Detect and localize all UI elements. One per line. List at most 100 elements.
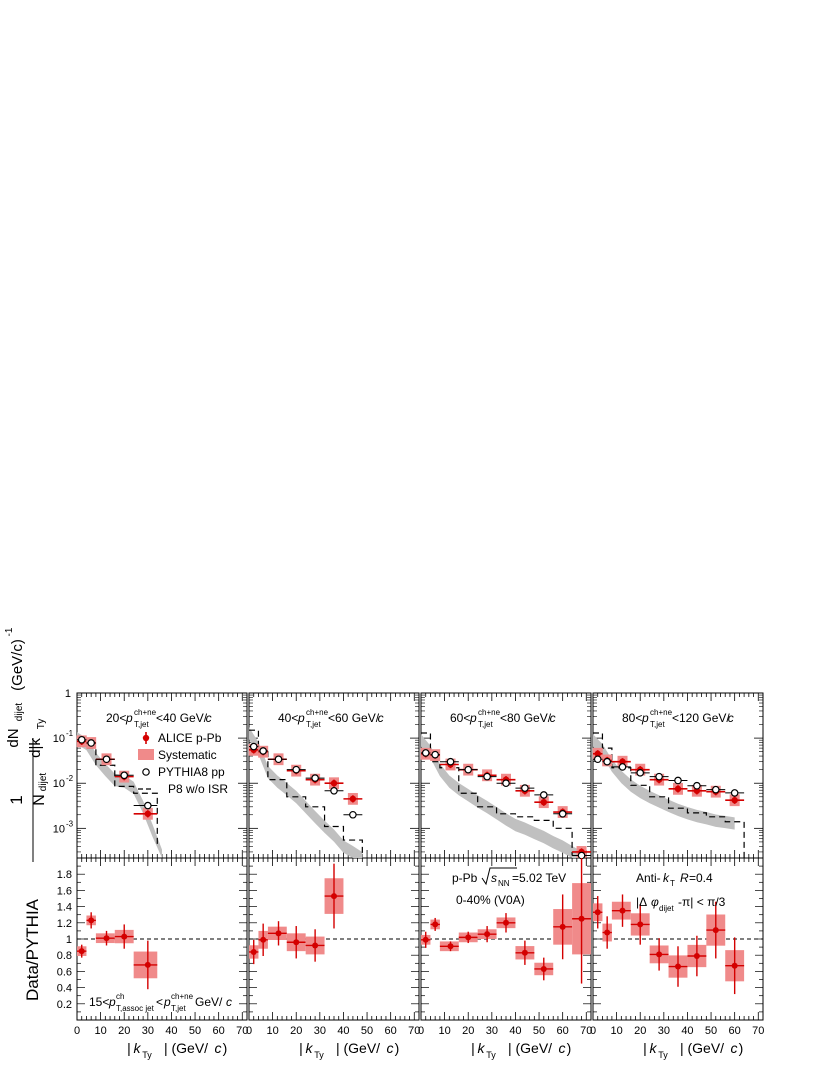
x-tick-label: 50 <box>533 1025 545 1037</box>
ratio-point <box>484 931 491 938</box>
panel-title-sup: ch+ne <box>478 708 501 717</box>
legend-systematic-label: Systematic <box>158 748 217 762</box>
pythia-point <box>292 765 301 774</box>
panel-2: 0 10 20 30 40 50 60 70 40< p ch+ne T,jet <60 GeV/c <box>246 692 420 1037</box>
pythia-point <box>349 810 357 819</box>
pythia-point <box>144 801 152 810</box>
x-axis-title-3: | k Ty | (GeV/c) <box>471 1040 571 1060</box>
annotation-k: k <box>663 871 670 885</box>
x-tick-label: 50 <box>705 1025 717 1037</box>
svg-text:-1: -1 <box>4 627 15 636</box>
sqrt-sign <box>481 867 517 886</box>
svg-text:dN: dN <box>5 728 22 747</box>
ratio-point <box>656 951 663 958</box>
pythia-band <box>77 732 162 858</box>
pythia-point <box>102 755 111 764</box>
ratio-point <box>250 948 257 955</box>
x-tick-label: 0 <box>74 1025 80 1037</box>
x-axis-title-bar: | <box>299 1040 303 1056</box>
annotation-assoc-c: c <box>226 995 232 1009</box>
annotation-T: T <box>670 879 675 888</box>
x-axis-title-bar: | <box>643 1040 647 1056</box>
annotation-system: p-Pb s NN =5.02 TeV <box>452 867 566 888</box>
ratio-point <box>331 893 337 900</box>
y-tick-label: 1.4 <box>57 902 72 914</box>
y-axis-title-bottom: Data/PYTHIA <box>23 898 42 1001</box>
pythia-point <box>120 771 129 780</box>
ratio-point <box>103 935 110 942</box>
x-tick-label: 20 <box>634 1025 646 1037</box>
pythia-point <box>655 772 663 781</box>
ratio-point <box>465 934 472 941</box>
annotation-algo: Anti-k T R =0.4 <box>636 871 713 888</box>
x-axis-title-c: c <box>215 1040 222 1056</box>
alice-point <box>594 750 601 757</box>
x-tick-label: 10 <box>94 1025 106 1037</box>
panel-title-text: 20< <box>106 711 126 725</box>
legend-pythia-label: PYTHIA8 pp <box>158 765 225 779</box>
annotation-centrality: 0-40% (V0A) <box>456 893 525 907</box>
y-tick-label: 1 <box>65 688 71 700</box>
panel-title-sup: ch+ne <box>134 708 157 717</box>
annotation-assoc-tjet: T,jet <box>171 1004 186 1013</box>
ratio-point <box>693 953 700 960</box>
pythia-point <box>711 785 720 794</box>
ratio-point <box>447 943 454 950</box>
svg-text:1: 1 <box>7 795 26 804</box>
annotation-assoc-lt: < <box>156 995 163 1009</box>
panel-3: 0 10 20 30 40 50 60 70 60< p ch+ne T,jet <80 GeV/c <box>418 692 592 1037</box>
alice-point <box>731 797 738 804</box>
svg-text:N: N <box>31 794 48 806</box>
y-tick-label: 10 <box>53 778 65 790</box>
annotation-anti: Anti- <box>636 871 661 885</box>
annotation-system-text: p-Pb <box>452 871 478 885</box>
x-tick-label: 20 <box>290 1025 302 1037</box>
svg-text:d|k: d|k <box>27 738 44 758</box>
pythia-point <box>483 772 491 781</box>
x-tick-label: 40 <box>165 1025 177 1037</box>
annotation-dphi-a: |Δ <box>636 895 647 909</box>
x-axis-title-unit: | (GeV/ <box>164 1040 208 1056</box>
ratio-point <box>578 915 585 922</box>
y-tick-label: 10 <box>53 823 65 835</box>
pythia-point <box>539 791 548 799</box>
annotation-s: s <box>491 871 497 885</box>
x-tick-label: 70 <box>752 1025 764 1037</box>
y-axis-title-top: 1 N dijet dN dijet d|k Ty (GeV/c) -1 <box>4 627 49 862</box>
y-tick-exponent: -1 <box>66 729 74 738</box>
y-tick-label: 1 <box>66 934 72 946</box>
ratio-point <box>88 917 95 924</box>
y-tick-label: 0.6 <box>57 966 72 978</box>
pythia-point <box>593 755 602 764</box>
ratio-point <box>293 939 300 946</box>
legend-systematic-swatch <box>138 749 154 760</box>
svg-text:dijet: dijet <box>14 703 25 722</box>
ratio-point <box>260 936 267 943</box>
panel-title-rest: <80 GeV/ <box>500 711 552 725</box>
x-tick-label: 0 <box>418 1025 424 1037</box>
panel-4: 0 10 20 30 40 50 60 70 80< p ch+ne T,jet <120 GeV/c <box>590 692 764 1037</box>
x-axis-title-sub: Ty <box>142 1050 152 1060</box>
panel-title-p: p <box>469 711 477 725</box>
pythia-point <box>249 742 258 751</box>
x-axis-title-4: | k Ty | (GeV/c) <box>643 1040 743 1060</box>
alice-point <box>330 780 338 787</box>
annotation-dijet: dijet <box>659 904 674 913</box>
panel-title-c: c <box>378 711 384 725</box>
ratio-point <box>144 961 151 968</box>
ratio-point <box>637 921 644 928</box>
alice-point <box>693 787 701 794</box>
ratio-point <box>712 927 719 934</box>
x-tick-label: 30 <box>142 1025 154 1037</box>
pythia-point <box>521 784 529 792</box>
annotation-assoc-a: 15< <box>89 995 109 1009</box>
pythia-point <box>311 774 319 782</box>
x-tick-label: 70 <box>236 1025 248 1037</box>
x-tick-label: 40 <box>509 1025 521 1037</box>
pythia-point <box>77 735 86 744</box>
x-axis-title-k: k <box>306 1040 314 1056</box>
annotation-assoc-unit: GeV/ <box>195 995 223 1009</box>
x-tick-label: 30 <box>486 1025 498 1037</box>
